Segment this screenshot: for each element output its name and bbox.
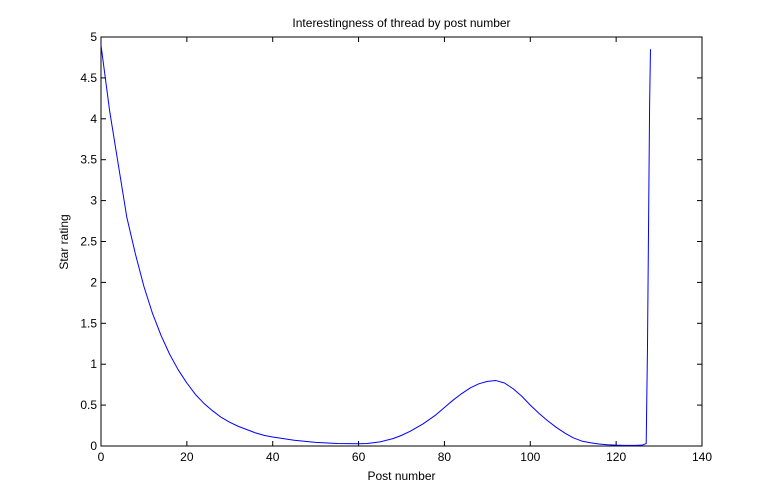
x-tick-label: 0 <box>98 450 105 464</box>
y-tick-label: 1 <box>90 357 97 371</box>
y-tick-label: 0.5 <box>80 398 97 412</box>
y-tick-label: 3 <box>90 194 97 208</box>
x-tick-label: 40 <box>266 450 280 464</box>
ticks: 0 20 40 60 80 100 120 140 0 0.5 1 1.5 2 2.5 3 3.5 4 4.5 5 <box>80 30 712 464</box>
x-tick-label: 100 <box>520 450 540 464</box>
y-tick-label: 4.5 <box>80 71 97 85</box>
x-tick-label: 60 <box>352 450 366 464</box>
y-tick-label: 2 <box>90 275 97 289</box>
y-tick-label: 2.5 <box>80 235 97 249</box>
series-line <box>100 45 651 446</box>
y-axis-label: Star rating <box>57 214 71 269</box>
axes <box>100 36 703 447</box>
y-tick-label: 4 <box>90 112 97 126</box>
y-tick-label: 5 <box>90 30 97 44</box>
x-tick-label: 80 <box>438 450 452 464</box>
x-tick-label: 140 <box>692 450 712 464</box>
y-tick-label: 0 <box>90 439 97 453</box>
x-tick-label: 20 <box>180 450 194 464</box>
y-tick-label: 3.5 <box>80 153 97 167</box>
plot-frame <box>100 36 703 447</box>
series <box>100 45 651 446</box>
chart-title: Interestingness of thread by post number <box>292 16 510 30</box>
x-tick-label: 120 <box>606 450 626 464</box>
x-axis-label: Post number <box>367 469 435 483</box>
y-tick-label: 1.5 <box>80 316 97 330</box>
